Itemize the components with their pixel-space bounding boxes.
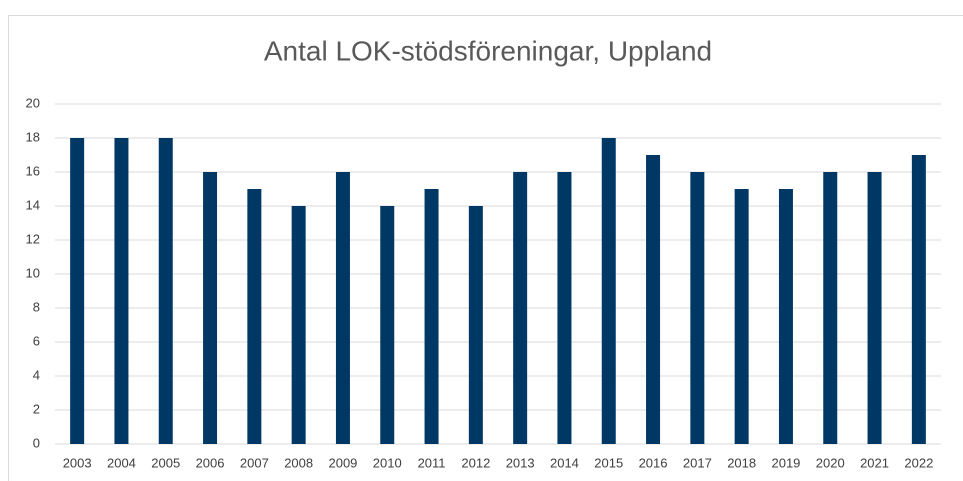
- bar: [70, 138, 85, 444]
- y-tick-label: 12: [26, 231, 40, 246]
- y-tick-label: 4: [33, 367, 40, 382]
- y-tick-label: 0: [33, 435, 40, 450]
- y-tick-label: 2: [33, 401, 40, 416]
- x-tick-label: 2007: [240, 455, 269, 470]
- y-tick-label: 8: [33, 299, 40, 314]
- bar: [557, 172, 572, 444]
- y-tick-label: 6: [33, 333, 40, 348]
- bar: [335, 172, 350, 444]
- bar: [690, 172, 705, 444]
- y-tick-label: 14: [26, 197, 40, 212]
- x-tick-label: 2016: [639, 455, 668, 470]
- bar: [158, 138, 173, 444]
- bar: [247, 189, 262, 444]
- y-tick-label: 18: [26, 129, 40, 144]
- x-tick-label: 2005: [151, 455, 180, 470]
- x-tick-label: 2020: [816, 455, 845, 470]
- x-tick-label: 2017: [683, 455, 712, 470]
- x-tick-label: 2015: [594, 455, 623, 470]
- bar: [823, 172, 838, 444]
- x-tick-label: 2004: [107, 455, 136, 470]
- bar: [867, 172, 882, 444]
- x-tick-label: 2018: [727, 455, 756, 470]
- bar: [468, 206, 483, 444]
- bar: [291, 206, 306, 444]
- x-tick-label: 2010: [373, 455, 402, 470]
- bar: [911, 155, 926, 444]
- y-tick-label: 10: [26, 265, 40, 280]
- bar: [424, 189, 439, 444]
- x-tick-label: 2003: [63, 455, 92, 470]
- bar: [203, 172, 218, 444]
- x-tick-label: 2008: [284, 455, 313, 470]
- chart-title: Antal LOK-stödsföreningar, Uppland: [264, 35, 712, 66]
- bar: [380, 206, 395, 444]
- x-tick-label: 2021: [860, 455, 889, 470]
- y-tick-label: 20: [26, 95, 40, 110]
- x-tick-label: 2012: [461, 455, 490, 470]
- x-tick-label: 2013: [506, 455, 535, 470]
- y-tick-label: 16: [26, 163, 40, 178]
- bar: [513, 172, 528, 444]
- bar: [778, 189, 793, 444]
- bar: [114, 138, 129, 444]
- x-tick-label: 2006: [196, 455, 225, 470]
- x-tick-label: 2022: [904, 455, 933, 470]
- x-tick-label: 2009: [328, 455, 357, 470]
- x-tick-label: 2014: [550, 455, 579, 470]
- bar: [646, 155, 661, 444]
- chart-border: [8, 15, 963, 481]
- bar: [734, 189, 749, 444]
- x-tick-label: 2019: [771, 455, 800, 470]
- x-tick-label: 2011: [418, 455, 446, 470]
- bar: [601, 138, 616, 444]
